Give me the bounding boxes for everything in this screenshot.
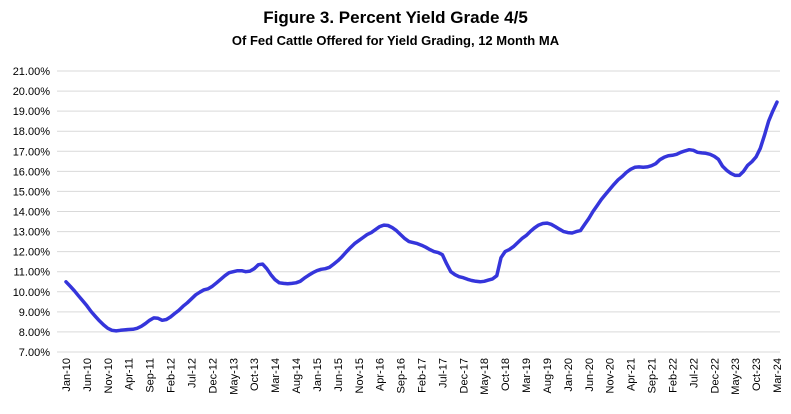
y-axis-tick-label: 13.00%: [13, 227, 51, 239]
x-axis-tick-label: Nov-20: [605, 358, 617, 393]
y-axis-tick-label: 14.00%: [13, 207, 51, 219]
x-axis-tick-label: Feb-22: [667, 358, 679, 393]
x-axis-tick-label: Mar-19: [521, 358, 533, 393]
x-axis-tick-label: Jan-10: [61, 358, 73, 392]
x-axis-tick-label: Feb-12: [166, 358, 178, 393]
x-axis-tick-label: Sep-11: [145, 358, 157, 393]
y-axis-tick-label: 9.00%: [19, 307, 50, 319]
y-axis-tick-label: 8.00%: [19, 327, 50, 339]
x-axis-tick-label: Oct-23: [751, 358, 763, 391]
x-axis-tick-label: Jun-10: [82, 358, 94, 392]
x-axis-tick-label: Dec-22: [709, 358, 721, 393]
x-axis-tick-label: Jun-20: [584, 358, 596, 392]
y-axis-tick-label: 20.00%: [13, 86, 51, 98]
x-axis-tick-label: Jul-17: [437, 358, 449, 388]
y-axis-tick-label: 12.00%: [13, 247, 51, 259]
y-axis-tick-label: 11.00%: [14, 267, 51, 279]
x-axis-tick-label: Mar-24: [772, 358, 784, 393]
y-axis-tick-label: 10.00%: [13, 287, 51, 299]
y-axis-tick-label: 17.00%: [13, 146, 51, 158]
x-axis-tick-label: Oct-18: [500, 358, 512, 391]
y-axis-tick-label: 19.00%: [13, 106, 51, 118]
x-axis-tick-label: Nov-10: [103, 358, 115, 393]
y-axis-tick-label: 18.00%: [13, 126, 51, 138]
line-chart: 21.00% 20.00% 19.00% 18.00% 17.00% 16.00% 15.0…: [13, 66, 784, 395]
x-axis-tick-label: Apr-16: [375, 358, 387, 391]
x-axis-tick-label: May-23: [730, 358, 742, 395]
x-axis-tick-label: Sep-16: [396, 358, 408, 393]
x-axis-tick-label: Jan-20: [563, 358, 575, 392]
x-axis-tick-label: Dec-12: [207, 358, 219, 393]
y-axis-tick-label: 15.00%: [13, 186, 51, 198]
x-axis-tick-label: May-18: [479, 358, 491, 395]
figure-subtitle: Of Fed Cattle Offered for Yield Grading,…: [231, 33, 560, 48]
x-axis-tick-label: Jun-15: [333, 358, 345, 392]
x-axis-tick-label: Aug-19: [542, 358, 554, 393]
y-axis-tick-label: 21.00%: [13, 66, 51, 78]
x-axis-tick-label: Dec-17: [458, 358, 470, 393]
x-axis-tick-label: Apr-11: [124, 358, 136, 390]
x-axis-tick-label: Oct-13: [249, 358, 261, 391]
x-axis-tick-label: Mar-14: [270, 358, 282, 393]
figure-title: Figure 3. Percent Yield Grade 4/5: [263, 8, 528, 27]
x-axis-tick-label: May-13: [228, 358, 240, 395]
data-line: [64, 100, 779, 333]
x-axis-tick-label: Jul-22: [688, 358, 700, 388]
x-axis-tick-label: Apr-21: [626, 358, 638, 391]
y-axis-tick-label: 16.00%: [13, 166, 51, 178]
x-axis-tick-label: Jan-15: [312, 358, 324, 392]
x-axis-tick-label: Sep-21: [647, 358, 659, 393]
x-axis-tick-label: Nov-15: [354, 358, 366, 393]
y-axis-tick-label: 7.00%: [19, 347, 50, 359]
x-axis-tick-label: Jul-12: [187, 358, 199, 388]
x-axis-tick-label: Aug-14: [291, 358, 303, 393]
x-axis-tick-label: Feb-17: [417, 358, 429, 393]
